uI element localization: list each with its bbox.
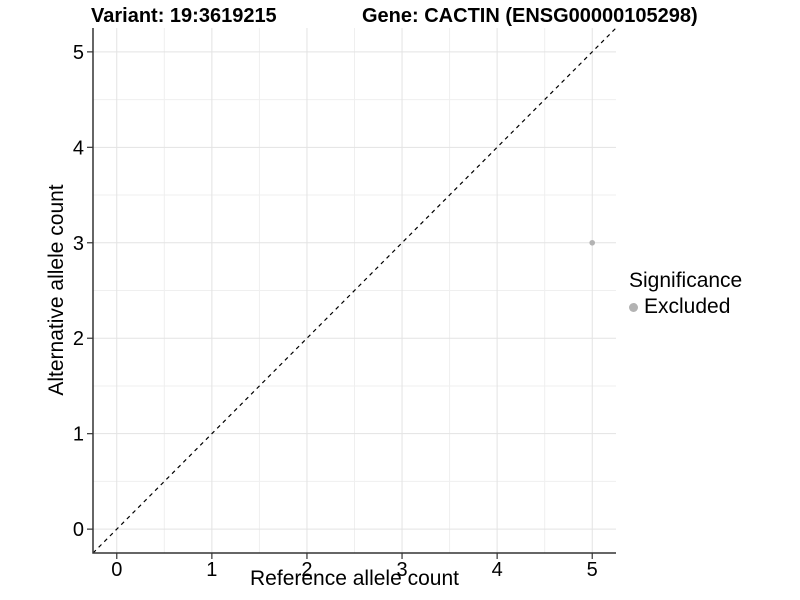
plot-title-gene: Gene: CACTIN (ENSG00000105298) bbox=[362, 5, 698, 27]
svg-text:3: 3 bbox=[73, 233, 84, 255]
legend-item-excluded: Excluded bbox=[629, 294, 742, 320]
svg-text:3: 3 bbox=[396, 559, 407, 581]
legend-item-label: Excluded bbox=[644, 295, 731, 318]
svg-text:2: 2 bbox=[301, 559, 312, 581]
svg-text:2: 2 bbox=[73, 328, 84, 350]
legend-dot bbox=[629, 302, 638, 312]
legend-title: Significance bbox=[629, 269, 743, 292]
svg-text:5: 5 bbox=[587, 559, 598, 581]
legend: Significance Excluded bbox=[629, 268, 742, 320]
svg-text:1: 1 bbox=[73, 424, 84, 446]
svg-text:0: 0 bbox=[73, 519, 84, 541]
svg-text:4: 4 bbox=[492, 559, 503, 581]
y-axis-title: Alternative allele count bbox=[45, 184, 68, 396]
x-axis-title: Reference allele count bbox=[250, 567, 459, 590]
svg-text:5: 5 bbox=[73, 42, 84, 64]
svg-text:0: 0 bbox=[111, 559, 122, 581]
svg-text:1: 1 bbox=[206, 559, 217, 581]
plot-title-variant: Variant: 19:3619215 bbox=[91, 5, 277, 27]
svg-text:4: 4 bbox=[73, 137, 84, 159]
